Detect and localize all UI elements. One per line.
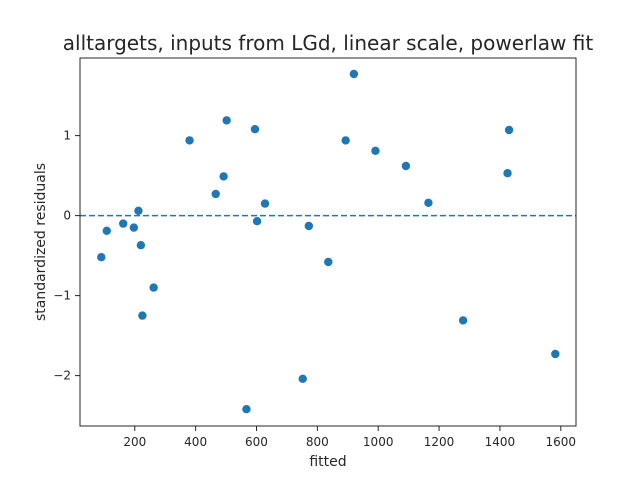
data-point [324, 257, 333, 267]
y-axis-ticks: −2 −1 0 1 [53, 129, 80, 383]
y-tick-label: −2 [53, 369, 71, 383]
y-tick-label: 0 [63, 209, 71, 223]
data-point [138, 311, 147, 320]
data-point [401, 161, 411, 171]
data-point [298, 374, 307, 383]
x-axis-ticks: 200 400 600 800 1000 1200 1400 1600 [123, 426, 576, 449]
x-tick-label: 800 [306, 435, 329, 449]
x-tick-label: 1000 [363, 435, 394, 449]
y-tick-label: 1 [63, 129, 71, 143]
data-point [185, 136, 194, 145]
data-point [211, 189, 220, 199]
y-axis-label: standardized residuals [33, 163, 49, 321]
data-point [222, 116, 231, 125]
data-point [250, 125, 260, 134]
x-tick-label: 400 [184, 435, 207, 449]
x-tick-label: 1600 [546, 435, 577, 449]
data-point [260, 199, 270, 208]
plot-frame [79, 57, 577, 427]
data-point [304, 221, 314, 231]
points-layer [97, 69, 560, 414]
x-tick-label: 200 [123, 435, 146, 449]
data-point [551, 349, 560, 359]
y-tick-label: −1 [53, 289, 71, 303]
chart-title: alltargets, inputs from LGd, linear scal… [63, 31, 594, 55]
x-tick-label: 1400 [485, 435, 516, 449]
x-axis-label: fitted [309, 454, 346, 470]
data-point [371, 146, 380, 155]
data-point [458, 316, 468, 325]
data-point [349, 69, 359, 79]
data-point [136, 241, 146, 250]
data-point [503, 169, 512, 178]
data-point [149, 283, 158, 292]
data-point [134, 206, 143, 215]
data-point [119, 219, 128, 228]
data-point [97, 253, 106, 262]
x-tick-label: 600 [245, 435, 268, 449]
data-point [341, 136, 350, 145]
data-point [102, 226, 111, 235]
data-point [219, 172, 228, 181]
data-point [129, 223, 139, 232]
data-point [242, 405, 251, 414]
data-point [252, 217, 262, 226]
data-point [504, 125, 514, 135]
data-point [424, 198, 433, 207]
x-tick-label: 1200 [424, 435, 455, 449]
